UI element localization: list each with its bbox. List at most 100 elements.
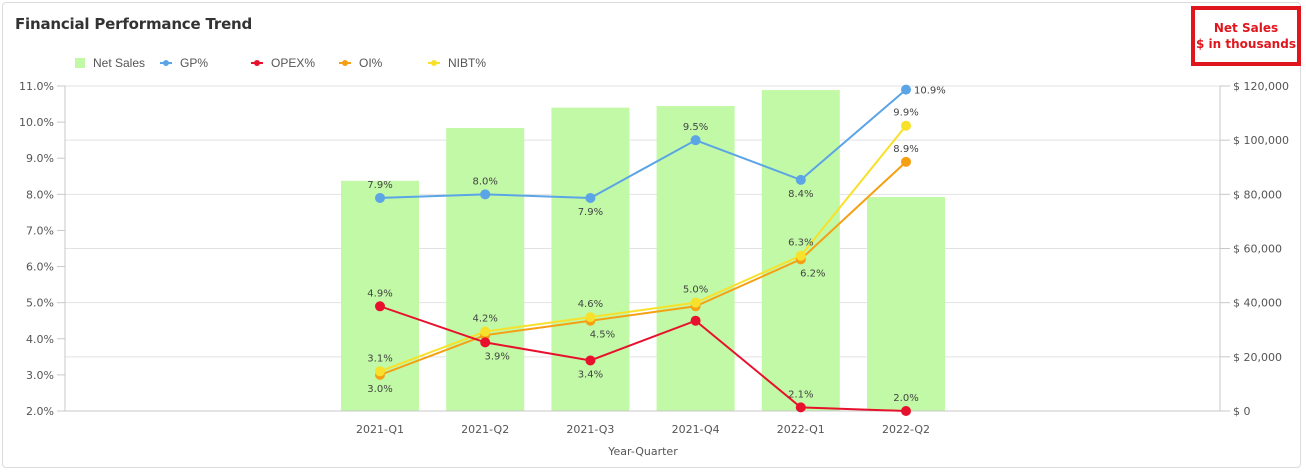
gridlines (65, 85, 1220, 412)
chart-title: Financial Performance Trend (15, 15, 253, 33)
data-label: 3.0% (367, 384, 392, 395)
left-axis-tick-label: 10.0% (19, 116, 54, 129)
legend-line-marker-icon (251, 58, 263, 68)
data-label: 7.9% (578, 207, 603, 218)
right-axis-tick-label: $ 20,000 (1233, 351, 1282, 364)
series-point-opex (480, 337, 491, 348)
series-lines (379, 88, 907, 412)
net-sales-bar (551, 107, 630, 412)
net-sales-bars (341, 90, 945, 412)
x-axis-tick-label: 2021-Q1 (356, 423, 404, 436)
net-sales-bar (867, 197, 945, 411)
series-point-nibt (795, 250, 806, 261)
legend-line-marker-icon (339, 58, 351, 68)
series-point-gp (375, 192, 385, 203)
x-axis-tick-label: 2021-Q3 (566, 423, 614, 436)
series-point-opex (690, 315, 701, 326)
net-sales-bar (656, 106, 735, 412)
left-axis-tick-label: 9.0% (26, 152, 54, 165)
right-axis-tick-label: $ 120,000 (1233, 80, 1289, 93)
right-axis-tick-label: $ 0 (1233, 405, 1251, 418)
series-point-nibt (690, 297, 701, 308)
right-axis-tick-label: $ 40,000 (1233, 297, 1282, 310)
right-axis-tick-label: $ 80,000 (1233, 188, 1282, 201)
data-label: 7.9% (367, 180, 392, 191)
series-line-nibt (379, 125, 907, 373)
series-points (375, 84, 911, 416)
series-line-gp (379, 88, 907, 199)
data-label: 6.2% (800, 268, 825, 279)
series-point-oi (901, 156, 911, 167)
x-axis-title: Year-Quarter (607, 445, 678, 458)
data-label: 6.3% (788, 238, 813, 249)
series-point-opex (375, 301, 385, 312)
legend-line-marker-icon (160, 58, 172, 68)
series-line-opex (379, 305, 907, 412)
legend-item-opex[interactable]: OPEX% (251, 53, 315, 73)
data-labels: 7.9% 8.0% 7.9% 9.5% 8.4% 10.9% 4.9% 3.9% 3.4% 2.1… (367, 86, 945, 404)
left-axis-tick-label: 3.0% (26, 369, 54, 382)
data-label: 2.0% (893, 393, 918, 404)
legend-label: GP% (180, 56, 209, 70)
net-sales-bar (446, 127, 525, 412)
legend-label: Net Sales (93, 56, 146, 70)
legend-line-marker-icon (428, 58, 440, 68)
legend-item-oi[interactable]: OI% (339, 53, 382, 73)
series-point-gp (690, 135, 701, 146)
data-label: 3.9% (484, 351, 509, 362)
data-label: 4.6% (578, 299, 603, 310)
series-point-gp (480, 189, 491, 200)
legend-item-nibt[interactable]: NIBT% (428, 53, 486, 73)
data-label: 9.5% (683, 122, 708, 133)
data-label: 4.2% (472, 314, 497, 325)
left-axis-tick-label: 8.0% (26, 188, 54, 201)
series-point-opex (795, 402, 806, 413)
axes: $ 120,000 $ 100,000 $ 80,000 $ 60,000 $ 40,0… (19, 80, 1289, 436)
chart-legend: Net Sales GP% OPEX% OI% NIBT% (3, 53, 603, 73)
x-axis-tick-label: 2021-Q2 (461, 423, 509, 436)
series-point-opex (585, 355, 596, 366)
series-point-nibt (375, 366, 385, 377)
series-point-opex (901, 406, 911, 416)
series-line-oi (379, 161, 907, 376)
data-label: 4.9% (367, 288, 392, 299)
data-label: 10.9% (914, 86, 946, 97)
right-axis-tick-label: $ 100,000 (1233, 134, 1289, 147)
data-label: 8.0% (472, 176, 497, 187)
legend-bar-swatch-icon (75, 58, 85, 68)
data-label: 4.5% (590, 330, 615, 341)
series-point-gp (795, 174, 806, 185)
legend-item-net-sales[interactable]: Net Sales (75, 53, 145, 73)
series-point-nibt (480, 326, 491, 337)
x-axis-tick-label: 2021-Q4 (672, 423, 720, 436)
left-axis-tick-label: 6.0% (26, 261, 54, 274)
data-label: 3.4% (578, 369, 603, 380)
legend-label: OI% (359, 56, 383, 70)
series-point-gp (901, 84, 911, 95)
series-point-nibt (901, 120, 911, 131)
units-note-line1: Net Sales (1213, 21, 1279, 35)
data-label: 3.1% (367, 353, 392, 364)
x-axis-tick-label: 2022-Q1 (777, 423, 825, 436)
legend-label: OPEX% (271, 56, 316, 70)
data-label: 8.4% (788, 189, 813, 200)
left-axis-tick-label: 11.0% (19, 80, 54, 93)
left-axis-tick-label: 2.0% (26, 405, 54, 418)
series-point-nibt (585, 312, 596, 323)
left-axis-tick-label: 7.0% (26, 224, 54, 237)
left-axis-tick-label: 4.0% (26, 333, 54, 346)
data-label: 5.0% (683, 285, 708, 296)
right-axis-tick-label: $ 60,000 (1233, 243, 1282, 256)
legend-item-gp[interactable]: GP% (160, 53, 208, 73)
units-note: Net Sales $ in thousands (1191, 6, 1301, 66)
data-label: 8.9% (893, 144, 918, 155)
units-note-line2: $ in thousands (1196, 37, 1296, 51)
net-sales-bar (761, 90, 840, 411)
left-axis-tick-label: 5.0% (26, 297, 54, 310)
series-point-gp (585, 192, 596, 203)
data-label: 2.1% (788, 389, 813, 400)
legend-label: NIBT% (448, 56, 487, 70)
data-label: 9.9% (893, 108, 918, 119)
